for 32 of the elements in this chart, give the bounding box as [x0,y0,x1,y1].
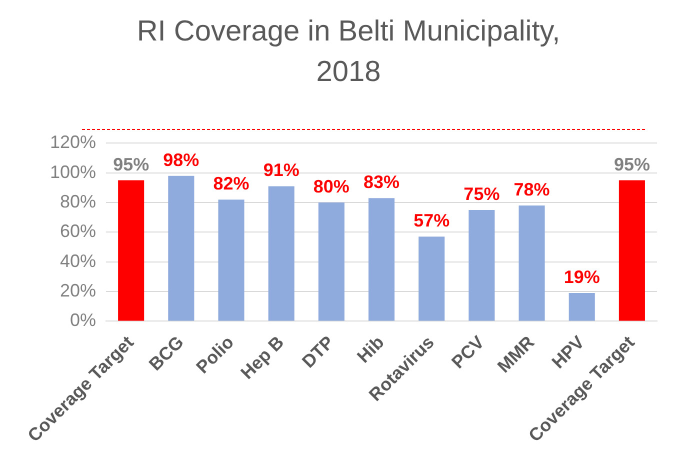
y-tick-label: 0% [70,310,96,330]
data-label: 83% [364,172,400,192]
bar [168,176,194,321]
bar [268,186,294,321]
bar [118,180,144,321]
bar [618,180,645,321]
y-tick-label: 20% [60,280,96,301]
y-tick-label: 60% [60,221,96,242]
text: 2018 [316,56,381,88]
bar [418,236,445,321]
bar [518,206,545,321]
bar [318,202,344,321]
bar [568,293,595,321]
data-label: 57% [414,210,450,231]
data-label: 82% [213,174,250,194]
y-tick-label: 100% [50,162,96,182]
data-label: 19% [564,267,600,288]
data-label: 98% [163,150,200,170]
x-tick-label: Hep B [236,332,288,383]
text: RI Coverage in Belti Municipality, [136,15,560,48]
data-label: 95% [113,154,150,174]
data-label: 80% [313,176,350,197]
bar [368,198,395,321]
bar [468,210,495,321]
data-label: 75% [464,184,500,204]
data-label: 91% [263,160,300,180]
y-tick-label: 80% [60,192,96,212]
data-label: 95% [614,154,650,174]
y-tick-label: 120% [50,132,96,152]
y-tick-label: 40% [60,250,96,271]
bar [218,200,244,321]
data-label: 78% [514,179,550,200]
